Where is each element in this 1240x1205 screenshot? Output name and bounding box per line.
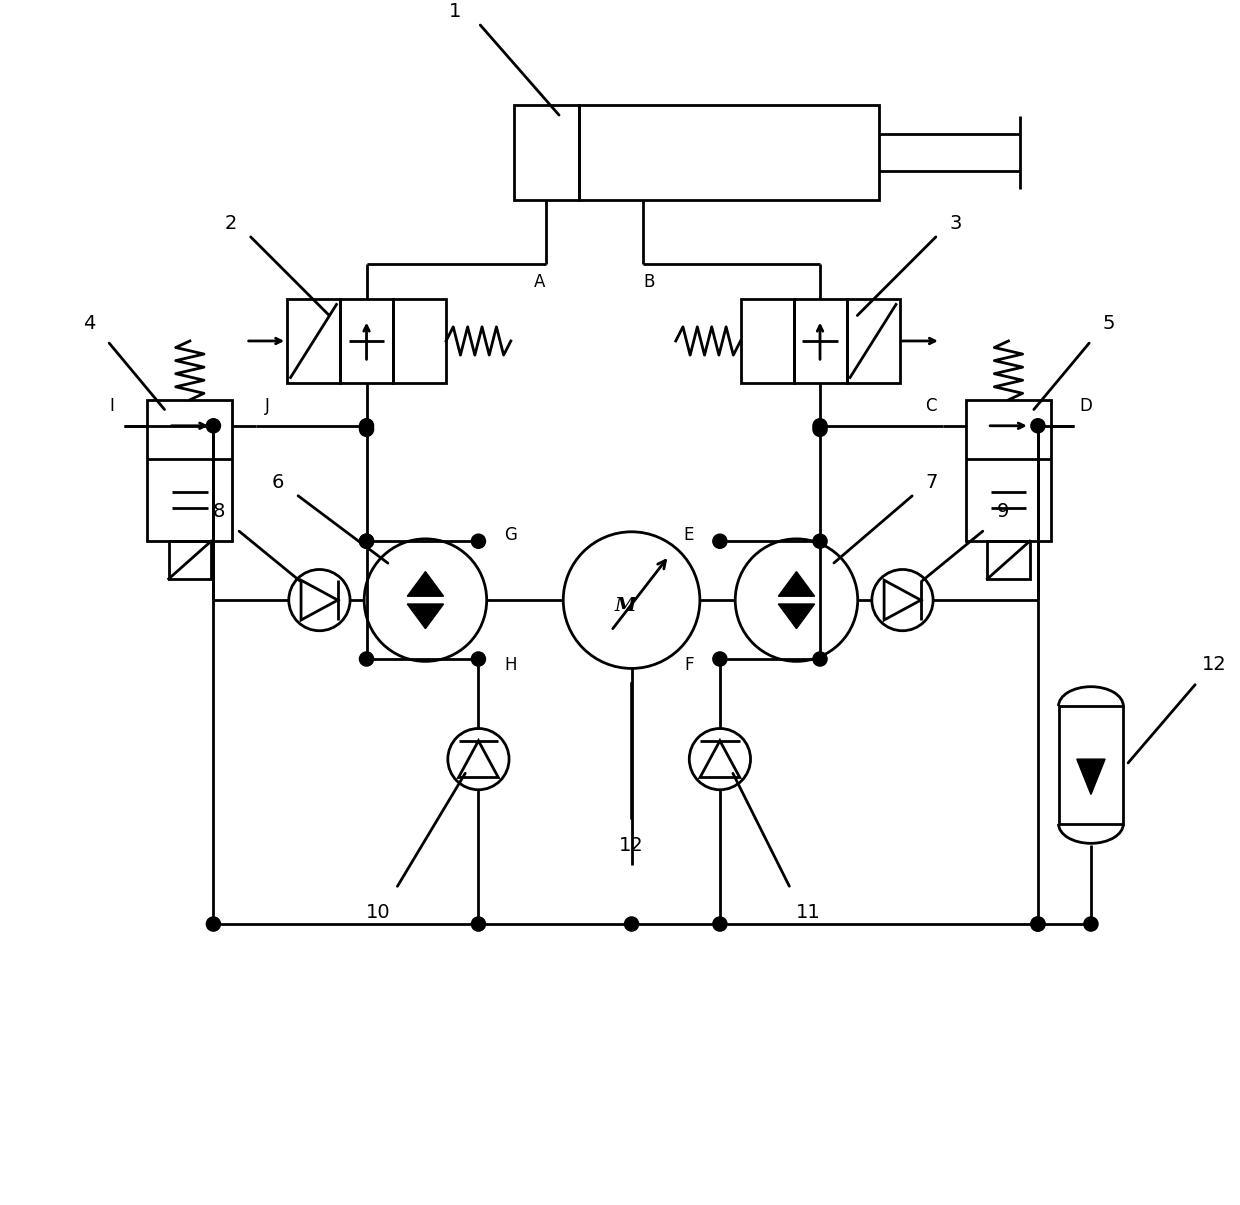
Circle shape xyxy=(360,652,373,666)
Text: 11: 11 xyxy=(796,903,821,922)
Text: 1: 1 xyxy=(449,1,461,20)
Text: 8: 8 xyxy=(213,502,226,522)
Circle shape xyxy=(813,418,827,433)
Circle shape xyxy=(360,418,373,433)
Circle shape xyxy=(471,917,486,931)
Circle shape xyxy=(813,534,827,548)
Text: 6: 6 xyxy=(272,472,284,492)
Polygon shape xyxy=(407,571,444,596)
Circle shape xyxy=(360,534,373,548)
Text: 4: 4 xyxy=(83,313,95,333)
Text: H: H xyxy=(505,656,517,674)
Text: I: I xyxy=(109,396,114,415)
Text: 12: 12 xyxy=(1203,656,1228,675)
Circle shape xyxy=(360,534,373,548)
Circle shape xyxy=(206,917,221,931)
Circle shape xyxy=(471,652,486,666)
Bar xyxy=(740,299,794,383)
Circle shape xyxy=(625,917,639,931)
Text: 2: 2 xyxy=(224,213,237,233)
Text: J: J xyxy=(265,396,270,415)
Text: 9: 9 xyxy=(997,502,1009,522)
Text: 5: 5 xyxy=(1102,313,1115,333)
Polygon shape xyxy=(407,604,444,629)
Circle shape xyxy=(206,418,221,433)
Text: 7: 7 xyxy=(926,472,939,492)
Bar xyxy=(794,299,847,383)
Circle shape xyxy=(1030,917,1045,931)
Text: G: G xyxy=(505,527,517,545)
Bar xyxy=(987,541,1029,578)
Bar xyxy=(340,299,393,383)
Circle shape xyxy=(713,917,727,931)
Text: 3: 3 xyxy=(950,213,962,233)
Bar xyxy=(513,105,579,200)
Text: D: D xyxy=(1080,396,1092,415)
Text: F: F xyxy=(684,656,694,674)
Bar xyxy=(966,400,1050,541)
Polygon shape xyxy=(779,571,815,596)
Text: C: C xyxy=(925,396,936,415)
Bar xyxy=(1059,706,1123,824)
Bar xyxy=(286,299,340,383)
Polygon shape xyxy=(779,604,815,629)
Text: E: E xyxy=(683,527,694,545)
Circle shape xyxy=(713,534,727,548)
Circle shape xyxy=(360,422,373,436)
Text: A: A xyxy=(534,274,546,292)
Bar xyxy=(393,299,446,383)
Circle shape xyxy=(1084,917,1097,931)
Bar xyxy=(169,541,211,578)
Circle shape xyxy=(813,422,827,436)
Circle shape xyxy=(713,652,727,666)
Text: 12: 12 xyxy=(619,835,644,854)
Circle shape xyxy=(813,652,827,666)
Circle shape xyxy=(1030,418,1045,433)
Circle shape xyxy=(471,534,486,548)
Circle shape xyxy=(1030,917,1045,931)
Text: B: B xyxy=(644,274,655,292)
Bar xyxy=(847,299,899,383)
Text: M: M xyxy=(615,596,636,615)
Polygon shape xyxy=(1076,759,1105,794)
Bar xyxy=(148,400,232,541)
Bar xyxy=(579,105,879,200)
Text: 10: 10 xyxy=(366,903,391,922)
